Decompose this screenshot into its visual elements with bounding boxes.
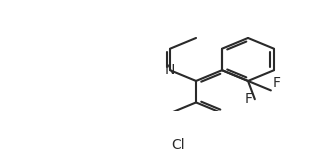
- Text: F: F: [273, 76, 281, 90]
- Text: F: F: [245, 92, 253, 106]
- Text: Cl: Cl: [171, 138, 185, 152]
- Text: N: N: [165, 63, 175, 77]
